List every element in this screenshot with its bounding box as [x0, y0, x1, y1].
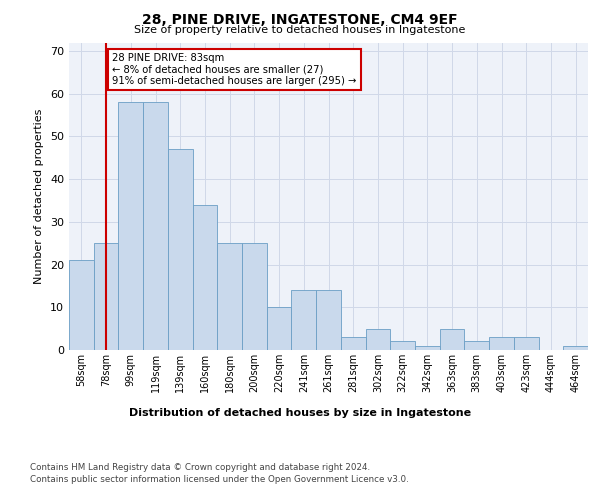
Text: Contains public sector information licensed under the Open Government Licence v3: Contains public sector information licen… — [30, 475, 409, 484]
Bar — [514, 337, 539, 350]
Bar — [489, 337, 514, 350]
Bar — [193, 205, 217, 350]
Bar — [69, 260, 94, 350]
Bar — [341, 337, 365, 350]
Bar — [118, 102, 143, 350]
Bar — [415, 346, 440, 350]
Bar — [168, 150, 193, 350]
Bar — [390, 342, 415, 350]
Text: 28, PINE DRIVE, INGATESTONE, CM4 9EF: 28, PINE DRIVE, INGATESTONE, CM4 9EF — [142, 12, 458, 26]
Bar — [94, 243, 118, 350]
Text: 28 PINE DRIVE: 83sqm
← 8% of detached houses are smaller (27)
91% of semi-detach: 28 PINE DRIVE: 83sqm ← 8% of detached ho… — [112, 53, 356, 86]
Bar — [440, 328, 464, 350]
Bar — [143, 102, 168, 350]
Text: Distribution of detached houses by size in Ingatestone: Distribution of detached houses by size … — [129, 408, 471, 418]
Bar — [316, 290, 341, 350]
Bar — [563, 346, 588, 350]
Bar — [242, 243, 267, 350]
Bar — [292, 290, 316, 350]
Bar — [464, 342, 489, 350]
Text: Contains HM Land Registry data © Crown copyright and database right 2024.: Contains HM Land Registry data © Crown c… — [30, 462, 370, 471]
Text: Size of property relative to detached houses in Ingatestone: Size of property relative to detached ho… — [134, 25, 466, 35]
Y-axis label: Number of detached properties: Number of detached properties — [34, 108, 44, 284]
Bar — [217, 243, 242, 350]
Bar — [365, 328, 390, 350]
Bar — [267, 308, 292, 350]
